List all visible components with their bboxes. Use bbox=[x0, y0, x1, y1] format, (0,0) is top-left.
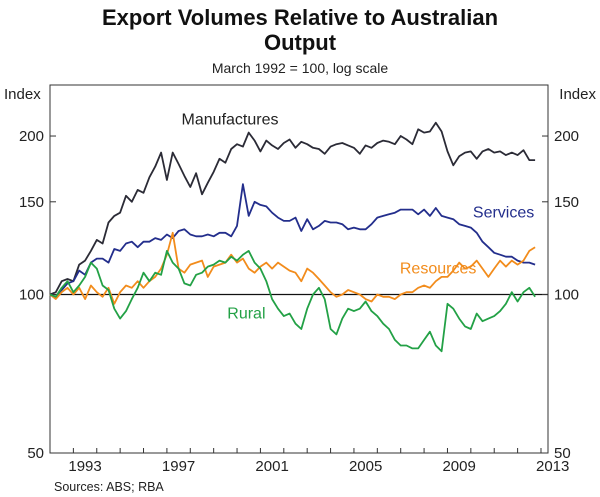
chart-title-line-1: Export Volumes Relative to Australian bbox=[102, 5, 498, 30]
series-line-resources bbox=[49, 231, 536, 305]
series-label-rural: Rural bbox=[227, 306, 265, 323]
y-ticks-right: 50 100 150 200 bbox=[542, 128, 579, 462]
chart-subtitle: March 1992 = 100, log scale bbox=[212, 60, 388, 76]
y-axis-label-left: Index bbox=[4, 86, 41, 103]
series-line-services bbox=[49, 183, 536, 298]
series-lines bbox=[49, 121, 536, 353]
x-tick-label: 2009 bbox=[442, 458, 475, 475]
x-tick-label: 2001 bbox=[255, 458, 288, 475]
plot-frame bbox=[49, 84, 549, 454]
y-axis-label-right: Index bbox=[559, 86, 596, 103]
series-label-manufactures: Manufactures bbox=[182, 111, 279, 128]
y-tick-label-left: 150 bbox=[19, 194, 44, 211]
x-ticks: 1993 1997 2001 2005 2009 2013 bbox=[49, 448, 569, 475]
x-tick-label: 2005 bbox=[349, 458, 382, 475]
x-tick-label: 1997 bbox=[162, 458, 195, 475]
y-tick-label-right: 100 bbox=[554, 287, 579, 304]
y-tick-label-left: 200 bbox=[19, 128, 44, 145]
series-line-rural bbox=[49, 249, 536, 353]
y-tick-label-right: 150 bbox=[554, 194, 579, 211]
y-tick-label-right: 50 bbox=[554, 445, 571, 462]
x-tick-label: 1993 bbox=[68, 458, 101, 475]
series-label-services: Services bbox=[473, 205, 534, 222]
source-note: Sources: ABS; RBA bbox=[54, 480, 164, 494]
series-line-manufactures bbox=[49, 121, 536, 296]
y-tick-label-right: 200 bbox=[554, 128, 579, 145]
x-tick-label: 2013 bbox=[536, 458, 569, 475]
chart-title-line-2: Output bbox=[264, 30, 337, 55]
y-tick-label-left: 100 bbox=[19, 287, 44, 304]
y-tick-label-left: 50 bbox=[27, 445, 44, 462]
series-label-resources: Resources bbox=[400, 261, 476, 278]
y-ticks-left: 50 100 150 200 bbox=[19, 128, 56, 462]
series-labels: Manufactures Services Resources Rural bbox=[182, 111, 535, 322]
